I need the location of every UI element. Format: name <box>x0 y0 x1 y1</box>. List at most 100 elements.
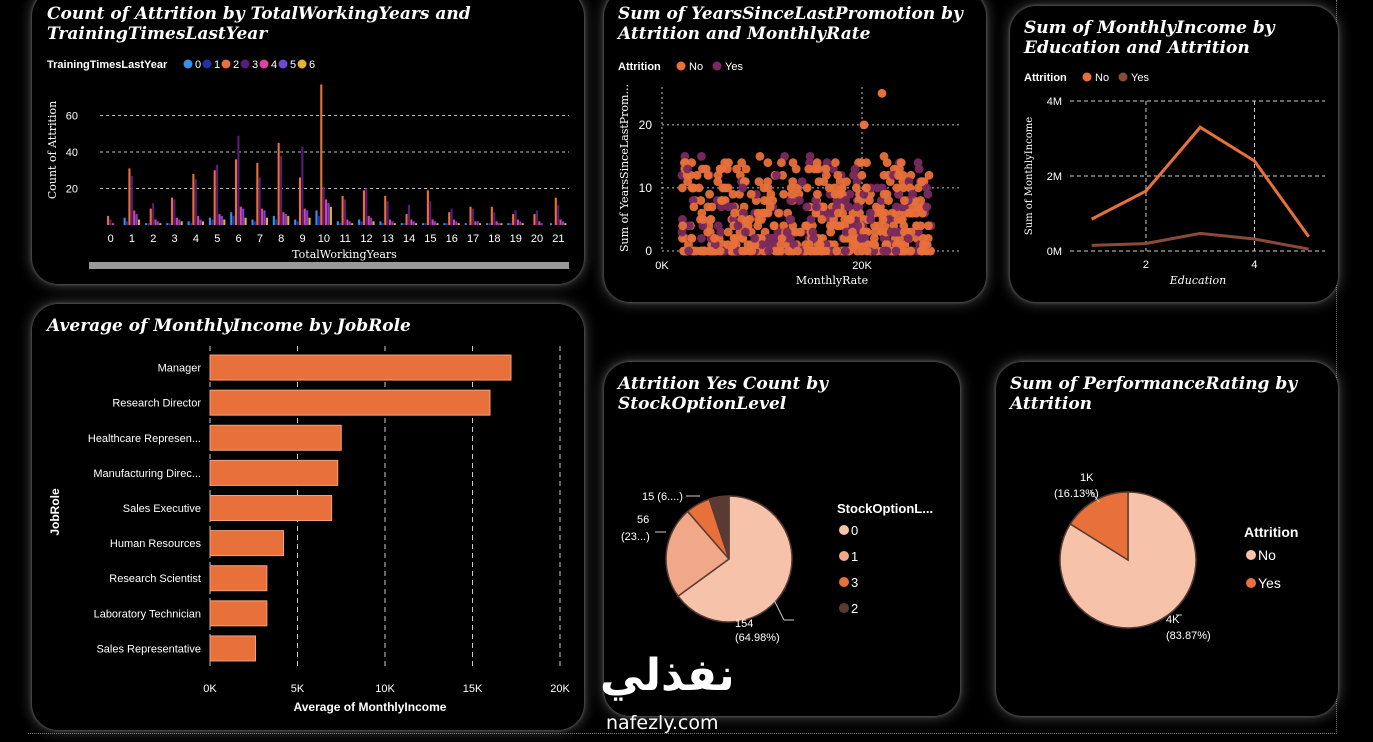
stock-pie-card[interactable]: Attrition Yes Count by StockOptionLevel … <box>604 362 960 716</box>
scatter-point <box>904 208 914 218</box>
scatter-point <box>833 221 842 231</box>
bar <box>258 177 261 225</box>
scatter-point <box>697 151 706 161</box>
bar <box>388 219 392 225</box>
jobrole-bar-chart[interactable]: 0K 5K 10K 15K 20K Manager Research Director Hea… <box>32 304 584 730</box>
bar <box>365 188 368 225</box>
scatter-point <box>741 227 750 237</box>
performance-pie-card[interactable]: Sum of PerformanceRating by Attrition 4K… <box>996 362 1338 716</box>
bar <box>393 223 396 225</box>
scatter-point <box>692 170 702 180</box>
scatter-point <box>805 151 815 161</box>
scatter-point <box>764 246 774 256</box>
bar <box>410 219 413 225</box>
category-label: Manufacturing Direc... <box>93 468 201 480</box>
performance-pie-chart[interactable]: 4K (83.87%) 1K (16.13%) Attrition No Yes <box>996 362 1338 716</box>
bar <box>360 221 363 225</box>
attrition-bar-chart[interactable]: TrainingTimesLastYear 0 1 2 3 4 5 6204060Count … <box>32 0 584 284</box>
data-label: 56 <box>637 514 649 526</box>
legend-title: TrainingTimesLastYear <box>47 59 168 71</box>
scatter-point <box>723 227 733 237</box>
legend-marker <box>1118 72 1128 82</box>
bar <box>372 221 375 225</box>
bar <box>197 215 200 225</box>
bar <box>429 201 432 225</box>
legend-marker <box>712 61 722 71</box>
scatter-point <box>897 215 907 224</box>
bar <box>201 221 205 225</box>
scatter-point <box>784 246 793 256</box>
scatter-point <box>833 170 843 180</box>
bar <box>209 530 284 557</box>
scatter-point <box>912 221 921 231</box>
scatter-point <box>737 158 747 168</box>
legend-marker <box>1246 578 1256 588</box>
x-tick-label: 6 <box>236 233 242 245</box>
legend-label: 3 <box>252 59 258 71</box>
promotion-scatter-card[interactable]: Sum of YearsSinceLastPromotion by Attrit… <box>604 0 986 302</box>
scatter-point <box>713 221 723 231</box>
scatter-point <box>782 227 792 237</box>
legend-marker <box>839 603 849 613</box>
scatter-point <box>793 183 803 193</box>
scatter-point <box>785 215 795 224</box>
scatter-point <box>779 189 789 199</box>
bar <box>130 175 133 225</box>
scatter-point <box>862 183 871 193</box>
scatter-point <box>917 177 926 187</box>
bar <box>322 186 325 225</box>
promotion-scatter-chart[interactable]: Attrition No Yes 0 10 20 0K 20K Sum of YearsSinc… <box>604 0 986 302</box>
scatter-point <box>812 202 821 212</box>
bar <box>159 223 162 225</box>
bar <box>187 221 190 225</box>
x-tick-label: 19 <box>510 233 522 245</box>
scatter-point <box>878 215 888 224</box>
legend-marker <box>839 551 849 561</box>
scatter-point <box>689 183 699 193</box>
scatter-point <box>830 189 840 199</box>
bar <box>178 219 181 225</box>
bar <box>540 223 543 225</box>
scatter-point <box>760 208 769 218</box>
bar <box>154 219 157 225</box>
bar <box>209 495 333 521</box>
bar <box>448 212 451 225</box>
legend-label: Yes <box>1131 72 1149 84</box>
scatter-point <box>777 233 787 243</box>
scatter-point <box>906 246 916 256</box>
watermark-latin: nafezly.com <box>606 712 719 734</box>
y-tick-label: 4M <box>1047 96 1062 108</box>
category-label: Healthcare Represen... <box>88 433 201 445</box>
scatter-point <box>898 177 908 187</box>
bar <box>512 214 515 225</box>
bar <box>125 221 129 225</box>
bar <box>213 170 216 225</box>
income-line-card[interactable]: Sum of MonthlyIncome by Education and At… <box>1010 6 1338 302</box>
bar <box>306 210 309 225</box>
bar <box>209 424 342 451</box>
bar <box>261 208 264 225</box>
bar <box>479 223 482 225</box>
x-axis-title: Education <box>1169 274 1227 287</box>
x-tick-label: 20K <box>852 260 872 272</box>
scatter-point <box>913 158 923 168</box>
scatter-point <box>678 221 688 231</box>
legend-label: 1 <box>214 59 220 71</box>
bar <box>218 214 221 225</box>
jobrole-bar-card[interactable]: Average of MonthlyIncome by JobRole 0K 5K… <box>32 304 584 730</box>
bar <box>549 223 553 225</box>
x-tick-label: 3 <box>172 233 178 245</box>
scatter-point <box>763 183 773 193</box>
scatter-point <box>833 208 843 218</box>
x-tick-label: 8 <box>278 233 284 245</box>
stock-pie-chart[interactable]: 154 (64.98%) 56 (23...) 15 (6....) StockOptio… <box>604 362 960 716</box>
label-leader <box>1089 489 1100 503</box>
scatter-point <box>832 246 842 256</box>
scatter-point <box>850 164 860 174</box>
scatter-point <box>717 202 726 212</box>
attrition-bar-card[interactable]: Count of Attrition by TotalWorkingYears … <box>32 0 584 284</box>
scatter-point <box>687 158 697 168</box>
bar <box>474 221 477 225</box>
bar <box>509 223 512 225</box>
income-line-chart[interactable]: Attrition No Yes 0M 2M 4M 2 4 Sum of MonthlyInco… <box>1010 6 1338 302</box>
